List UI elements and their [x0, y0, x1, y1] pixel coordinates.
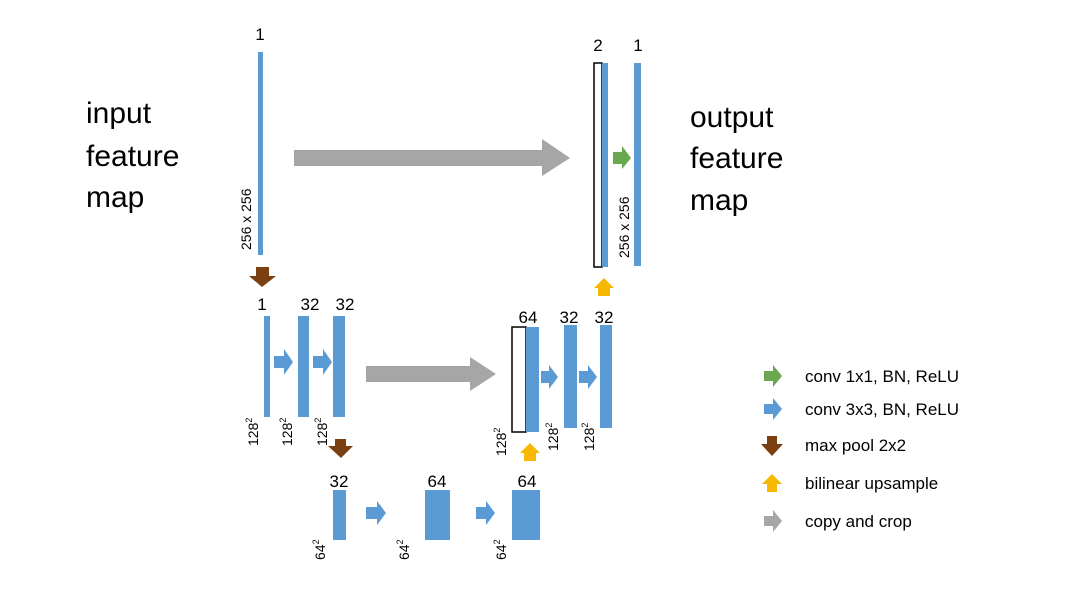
blue-arrow-icon: [764, 398, 782, 420]
l2-b-dimension: 642: [395, 539, 412, 560]
svg-text:1282: 1282: [278, 418, 295, 446]
l2-a-channel-count: 32: [330, 472, 349, 491]
l1-dec-c-channel-count: 32: [595, 308, 614, 327]
l1-enc-conv-arrow-2: [313, 349, 332, 375]
svg-text:1282: 1282: [492, 428, 509, 456]
l2-conv-arrow-2: [476, 501, 495, 525]
l1-dec-bar-b: [564, 325, 577, 428]
gray-arrow-icon: [764, 510, 782, 532]
output-concat-channel-count: 2: [593, 36, 602, 55]
legend-label-conv1x1: conv 1x1, BN, ReLU: [805, 367, 959, 386]
input-dimension-label: 256 x 256: [238, 188, 254, 250]
input-label-line-3: map: [86, 181, 144, 214]
l1-enc-b-channel-count: 32: [301, 295, 320, 314]
maxpool-arrow-1: [249, 267, 276, 287]
output-feature-map-label: output feature map: [690, 101, 783, 217]
l1-enc-b-dimension: 1282: [278, 418, 295, 446]
l1-dec-conv-arrow-1: [541, 365, 558, 389]
maxpool-arrow-2: [328, 439, 353, 458]
l1-dec-c-dimension: 1282: [580, 423, 597, 451]
legend-label-upsample: bilinear upsample: [805, 474, 938, 493]
l1-enc-a-dimension: 1282: [244, 418, 261, 446]
svg-text:642: 642: [492, 539, 509, 560]
orange-arrow-icon: [762, 474, 782, 492]
l1-dec-concat-channel-count: 64: [519, 308, 538, 327]
svg-text:642: 642: [311, 539, 328, 560]
input-label-line-1: input: [86, 97, 152, 130]
upsample-arrow-1: [594, 278, 614, 296]
copy-crop-arrow-top: [294, 139, 570, 176]
legend-label-maxpool: max pool 2x2: [805, 436, 906, 455]
svg-text:642: 642: [395, 539, 412, 560]
input-feature-map-bar: [258, 52, 263, 255]
l1-dec-bar-c: [600, 325, 612, 428]
l2-a-dimension: 642: [311, 539, 328, 560]
legend-label-conv3x3: conv 3x3, BN, ReLU: [805, 400, 959, 419]
output-concat-blue-bar: [602, 63, 608, 267]
l1-enc-bar-c: [333, 316, 345, 417]
input-label-line-2: feature: [86, 140, 179, 173]
l1-dec-b-dimension: 1282: [544, 423, 561, 451]
l1-dec-b-channel-count: 32: [560, 308, 579, 327]
l2-b-channel-count: 64: [428, 472, 447, 491]
l1-enc-a-channel-count: 1: [257, 295, 266, 314]
l2-bar-a: [333, 490, 346, 540]
l2-bar-b: [425, 490, 450, 540]
output-label-line-2: feature: [690, 142, 783, 175]
svg-text:1282: 1282: [313, 418, 330, 446]
l1-dec-conv-arrow-2: [579, 365, 597, 389]
l1-enc-bar-a: [264, 316, 270, 417]
svg-text:1282: 1282: [544, 423, 561, 451]
l1-dec-concat-dimension: 1282: [492, 428, 509, 456]
output-concat-hollow-bar: [593, 62, 603, 268]
copy-crop-arrow-level1: [366, 357, 496, 391]
l1-enc-c-channel-count: 32: [336, 295, 355, 314]
l2-bar-c: [512, 490, 540, 540]
l1-enc-bar-b: [298, 316, 309, 417]
svg-text:1282: 1282: [580, 423, 597, 451]
input-feature-map-label: input feature map: [86, 97, 179, 214]
input-channel-count: 1: [255, 25, 264, 44]
l1-dec-concat-blue-bar: [526, 327, 539, 432]
output-final-bar: [634, 63, 641, 266]
brown-arrow-icon: [761, 436, 783, 456]
conv1x1-arrow: [613, 146, 631, 169]
upsample-arrow-2: [520, 443, 540, 461]
output-dimension-label: 256 x 256: [616, 196, 632, 258]
legend: conv 1x1, BN, ReLU conv 3x3, BN, ReLU ma…: [761, 365, 959, 532]
output-final-channel-count: 1: [633, 36, 642, 55]
svg-text:1282: 1282: [244, 418, 261, 446]
l2-c-channel-count: 64: [518, 472, 537, 491]
l1-enc-c-dimension: 1282: [313, 418, 330, 446]
output-label-line-1: output: [690, 101, 774, 134]
l1-enc-conv-arrow-1: [274, 349, 293, 375]
l1-dec-concat-hollow-bar: [511, 326, 527, 433]
green-arrow-icon: [764, 365, 782, 387]
output-label-line-3: map: [690, 184, 748, 217]
legend-label-copy-crop: copy and crop: [805, 512, 912, 531]
l2-conv-arrow-1: [366, 501, 386, 525]
l2-c-dimension: 642: [492, 539, 509, 560]
